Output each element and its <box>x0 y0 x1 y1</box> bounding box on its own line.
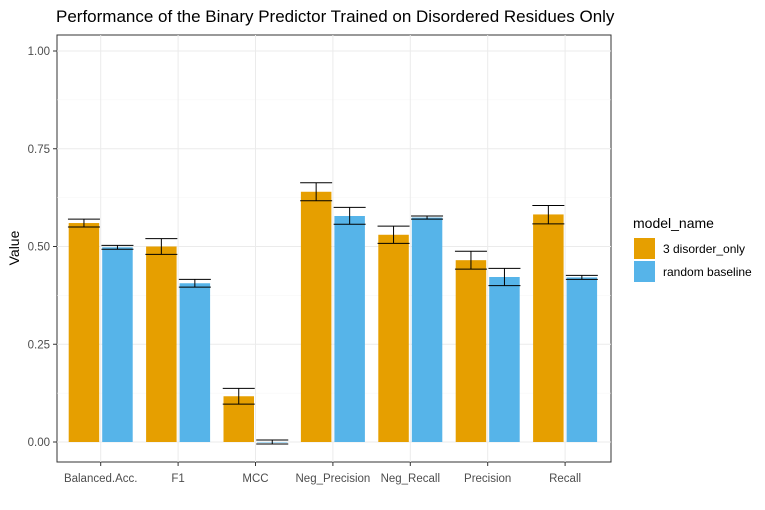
bar <box>334 216 365 442</box>
x-tick-label: Recall <box>549 473 581 485</box>
bar <box>378 234 409 442</box>
bars <box>68 191 598 443</box>
error-bar <box>145 238 178 255</box>
x-tick-label: Neg_Precision <box>296 473 371 485</box>
bar <box>300 191 332 442</box>
y-tick-label: 0.25 <box>28 339 50 351</box>
error-bars <box>67 182 598 445</box>
error-bar <box>222 387 255 405</box>
legend-title: model_name <box>633 215 714 231</box>
chart-title: Performance of the Binary Predictor Trai… <box>56 7 615 26</box>
grid-lines <box>57 35 611 462</box>
x-tick-label: Balanced.Acc. <box>64 473 138 485</box>
error-bar <box>101 244 134 250</box>
error-bar <box>488 267 521 287</box>
error-bar <box>411 215 444 220</box>
error-bar <box>300 182 333 202</box>
error-bar <box>565 274 598 280</box>
bar <box>455 260 487 442</box>
error-bar <box>256 439 289 445</box>
x-tick-label: F1 <box>171 473 184 485</box>
bar <box>533 214 564 442</box>
error-bar <box>178 278 211 288</box>
y-axis-title: Value <box>6 230 22 265</box>
y-tick-label: 0.75 <box>28 144 50 156</box>
error-bar <box>67 218 100 228</box>
legend-label: random baseline <box>663 265 752 279</box>
bar <box>179 283 211 442</box>
legend-label: 3 disorder_only <box>663 242 745 256</box>
y-axis-ticks: 0.00 0.25 0.50 0.75 1.00 <box>28 46 57 449</box>
error-bar <box>454 250 487 270</box>
legend-swatch <box>634 261 655 282</box>
error-bar <box>532 204 565 225</box>
bar <box>411 217 443 442</box>
x-tick-label: MCC <box>242 473 268 485</box>
legend-swatch <box>634 238 655 259</box>
y-tick-label: 1.00 <box>28 46 50 58</box>
bar <box>102 247 133 442</box>
error-bar <box>377 225 410 244</box>
x-tick-label: Neg_Recall <box>381 473 440 485</box>
x-tick-label: Precision <box>464 473 511 485</box>
plot-panel <box>56 34 612 463</box>
y-tick-label: 0.50 <box>28 242 50 254</box>
bar <box>68 223 100 442</box>
x-axis-ticks: Balanced.Acc. F1 MCC Neg_Precision Neg_Recal… <box>64 462 581 485</box>
error-bar <box>333 206 366 225</box>
bar <box>489 276 520 442</box>
bar <box>146 246 177 442</box>
y-tick-label: 0.00 <box>28 437 50 449</box>
bar <box>566 277 598 442</box>
